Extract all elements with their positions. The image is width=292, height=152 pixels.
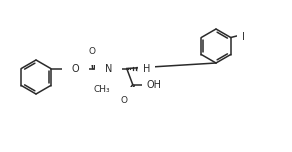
Text: OH: OH	[147, 81, 162, 90]
Text: I: I	[242, 31, 245, 41]
Text: O: O	[120, 96, 127, 105]
Text: O: O	[72, 64, 79, 74]
Text: CH₃: CH₃	[93, 85, 110, 95]
Text: H: H	[143, 64, 150, 74]
Text: O: O	[88, 47, 95, 56]
Text: N: N	[105, 64, 112, 74]
